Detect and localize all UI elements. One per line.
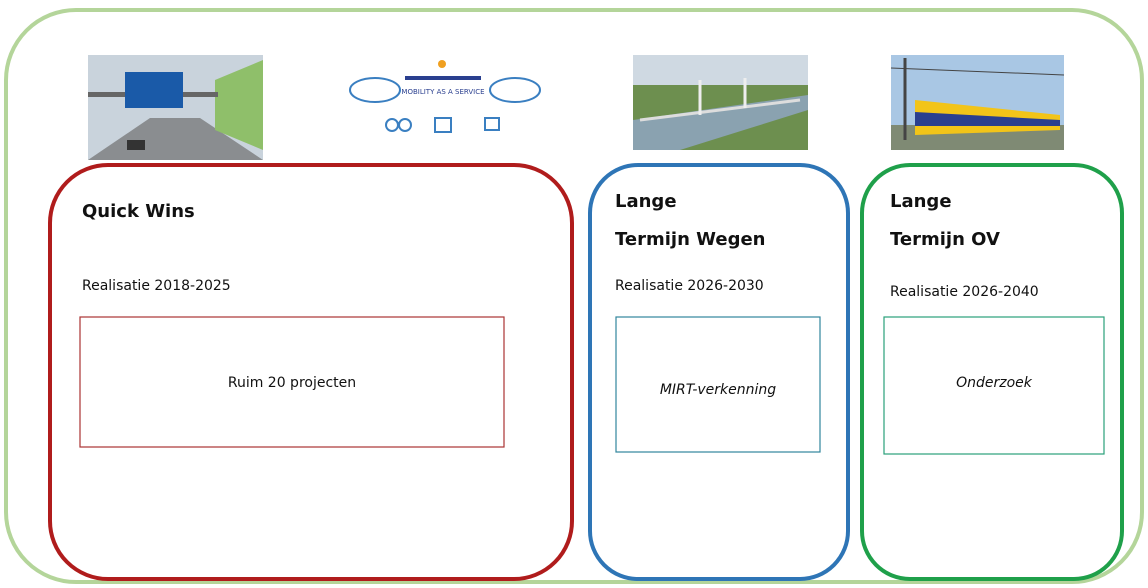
box-text: MIRT-verkenning bbox=[660, 382, 776, 398]
page: MOBILITY AS A SERVICE Quick Wins Realisa… bbox=[0, 0, 1148, 588]
panel-frame bbox=[862, 165, 1122, 579]
train-image bbox=[891, 55, 1064, 150]
panel-subtitle: Realisatie 2026-2040 bbox=[890, 284, 1039, 300]
panel-frame bbox=[50, 165, 572, 579]
panel-subtitle: Realisatie 2018-2025 bbox=[82, 278, 231, 294]
panel-title: Lange bbox=[890, 191, 952, 212]
slide: MOBILITY AS A SERVICE Quick Wins Realisa… bbox=[0, 0, 1148, 588]
box-text: Ruim 20 projecten bbox=[228, 375, 356, 391]
panel-frame bbox=[590, 165, 848, 579]
bridge-image bbox=[633, 55, 808, 150]
maas-icon: MOBILITY AS A SERVICE bbox=[350, 60, 540, 132]
icon-label: MOBILITY AS A SERVICE bbox=[401, 88, 484, 96]
panel-subtitle: Realisatie 2026-2030 bbox=[615, 278, 764, 294]
panel-title: Termijn Wegen bbox=[615, 229, 765, 250]
box-text: Onderzoek bbox=[956, 375, 1033, 391]
panel-title: Termijn OV bbox=[890, 229, 1000, 250]
highway-image bbox=[88, 55, 263, 160]
panel-title: Lange bbox=[615, 191, 677, 212]
panel-title: Quick Wins bbox=[82, 201, 195, 222]
